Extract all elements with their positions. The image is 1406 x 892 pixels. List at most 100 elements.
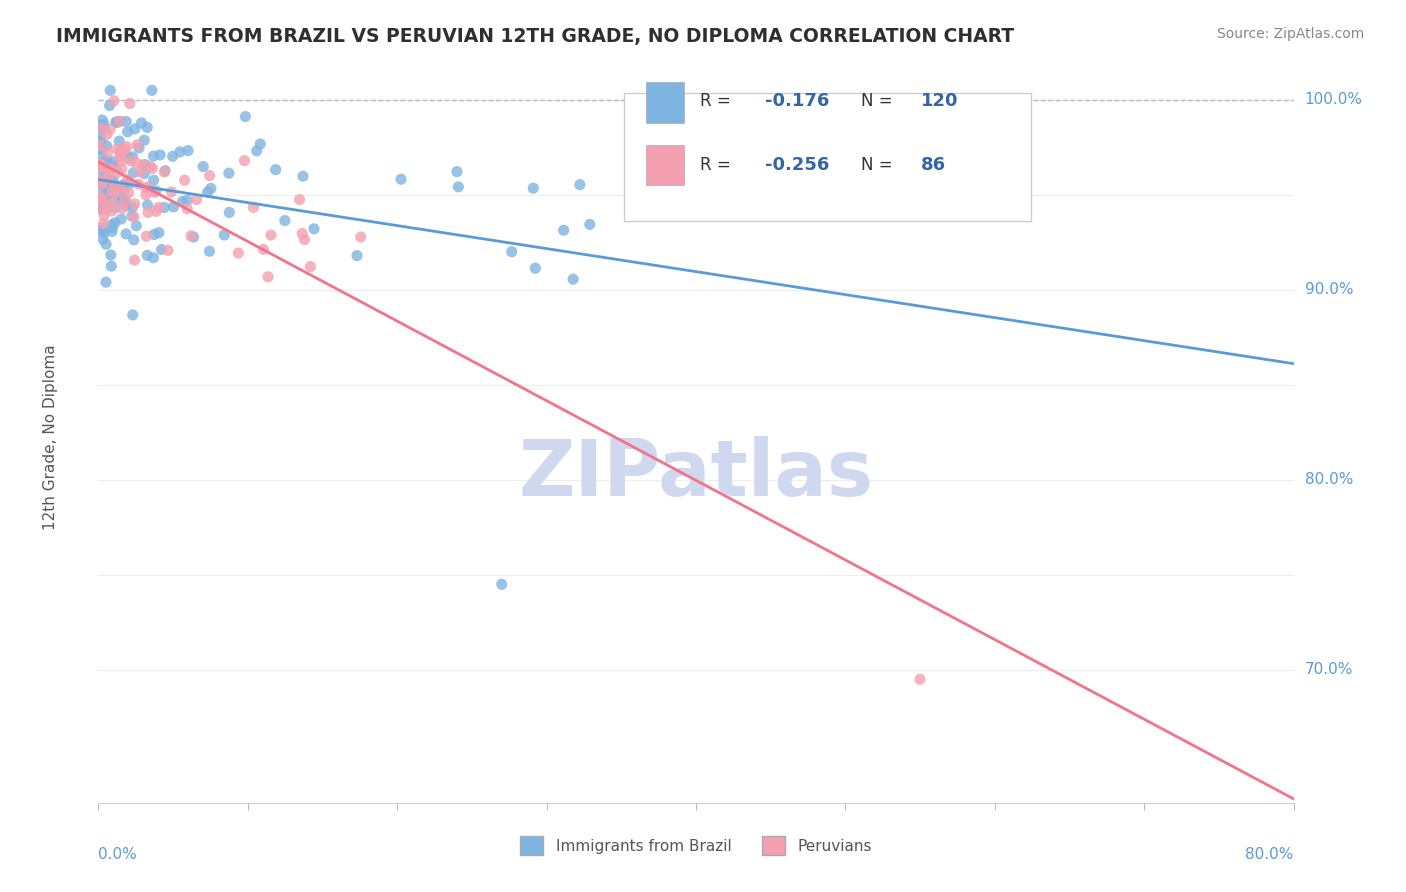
- Point: [100, 161, 122, 176]
- Point: [89, 138, 111, 153]
- Point: [233, 153, 256, 168]
- Point: [101, 173, 124, 187]
- Point: [94, 191, 117, 205]
- Point: [198, 169, 221, 183]
- Point: [124, 197, 146, 211]
- Point: [118, 96, 141, 111]
- Point: [125, 219, 148, 233]
- Point: [100, 175, 122, 189]
- Point: [91, 121, 114, 136]
- Text: ZIPatlas: ZIPatlas: [519, 435, 873, 512]
- Point: [134, 157, 156, 171]
- Point: [111, 192, 134, 206]
- Point: [389, 172, 412, 186]
- Point: [101, 225, 124, 239]
- Point: [125, 155, 148, 169]
- Point: [108, 114, 131, 128]
- Text: IMMIGRANTS FROM BRAZIL VS PERUVIAN 12TH GRADE, NO DIPLOMA CORRELATION CHART: IMMIGRANTS FROM BRAZIL VS PERUVIAN 12TH …: [56, 27, 1014, 45]
- Point: [148, 226, 170, 240]
- Point: [97, 198, 120, 212]
- Point: [111, 161, 134, 176]
- Point: [89, 197, 111, 211]
- Text: -0.256: -0.256: [765, 156, 830, 174]
- Point: [135, 187, 157, 202]
- Point: [346, 249, 368, 263]
- Point: [135, 229, 157, 244]
- Point: [162, 149, 184, 163]
- Point: [90, 178, 112, 192]
- Point: [127, 177, 149, 191]
- Point: [108, 114, 131, 128]
- Point: [120, 153, 142, 168]
- Point: [96, 202, 118, 217]
- Point: [112, 194, 135, 209]
- Point: [568, 178, 591, 192]
- Point: [141, 161, 163, 176]
- Point: [94, 179, 117, 194]
- Point: [114, 142, 136, 156]
- Point: [89, 192, 111, 206]
- Point: [110, 146, 132, 161]
- Point: [114, 194, 136, 208]
- Point: [89, 160, 111, 174]
- Point: [96, 153, 118, 167]
- Text: 90.0%: 90.0%: [1305, 283, 1353, 297]
- Point: [134, 133, 156, 147]
- Point: [153, 165, 176, 179]
- Text: 80.0%: 80.0%: [1305, 473, 1353, 487]
- Point: [101, 196, 124, 211]
- Point: [145, 184, 167, 198]
- Point: [193, 160, 215, 174]
- Point: [93, 209, 115, 223]
- Point: [578, 218, 600, 232]
- Point: [103, 160, 125, 174]
- Point: [218, 166, 240, 180]
- Point: [111, 145, 134, 160]
- Point: [115, 227, 138, 241]
- Point: [522, 181, 544, 195]
- Point: [121, 150, 143, 164]
- Text: 12th Grade, No Diploma: 12th Grade, No Diploma: [44, 344, 58, 530]
- Point: [122, 233, 145, 247]
- Point: [96, 156, 118, 170]
- Point: [89, 192, 111, 206]
- Point: [129, 165, 152, 179]
- Text: R =: R =: [700, 156, 735, 174]
- Point: [524, 261, 547, 276]
- Point: [111, 202, 134, 216]
- Point: [136, 120, 159, 135]
- Point: [98, 83, 121, 97]
- Text: N =: N =: [860, 156, 898, 174]
- Point: [90, 195, 112, 210]
- Point: [124, 121, 146, 136]
- Point: [491, 577, 513, 591]
- FancyBboxPatch shape: [645, 145, 685, 185]
- Point: [110, 211, 132, 226]
- Point: [107, 165, 129, 179]
- Point: [122, 166, 145, 180]
- Point: [135, 181, 157, 195]
- Point: [294, 233, 316, 247]
- Point: [96, 139, 118, 153]
- Point: [91, 220, 114, 235]
- Point: [90, 121, 112, 136]
- Point: [91, 186, 114, 200]
- Point: [142, 173, 165, 187]
- Point: [274, 213, 297, 227]
- Point: [100, 259, 122, 273]
- Point: [96, 128, 118, 142]
- Text: Source: ZipAtlas.com: Source: ZipAtlas.com: [1216, 27, 1364, 41]
- Point: [91, 113, 114, 128]
- Point: [214, 227, 236, 242]
- Point: [160, 185, 183, 199]
- Point: [97, 172, 120, 186]
- Point: [148, 200, 170, 214]
- Point: [91, 233, 114, 247]
- Point: [117, 125, 139, 139]
- Point: [149, 148, 172, 162]
- Point: [104, 115, 127, 129]
- Point: [105, 115, 128, 129]
- Point: [141, 83, 163, 97]
- Point: [94, 169, 117, 183]
- Point: [104, 186, 127, 200]
